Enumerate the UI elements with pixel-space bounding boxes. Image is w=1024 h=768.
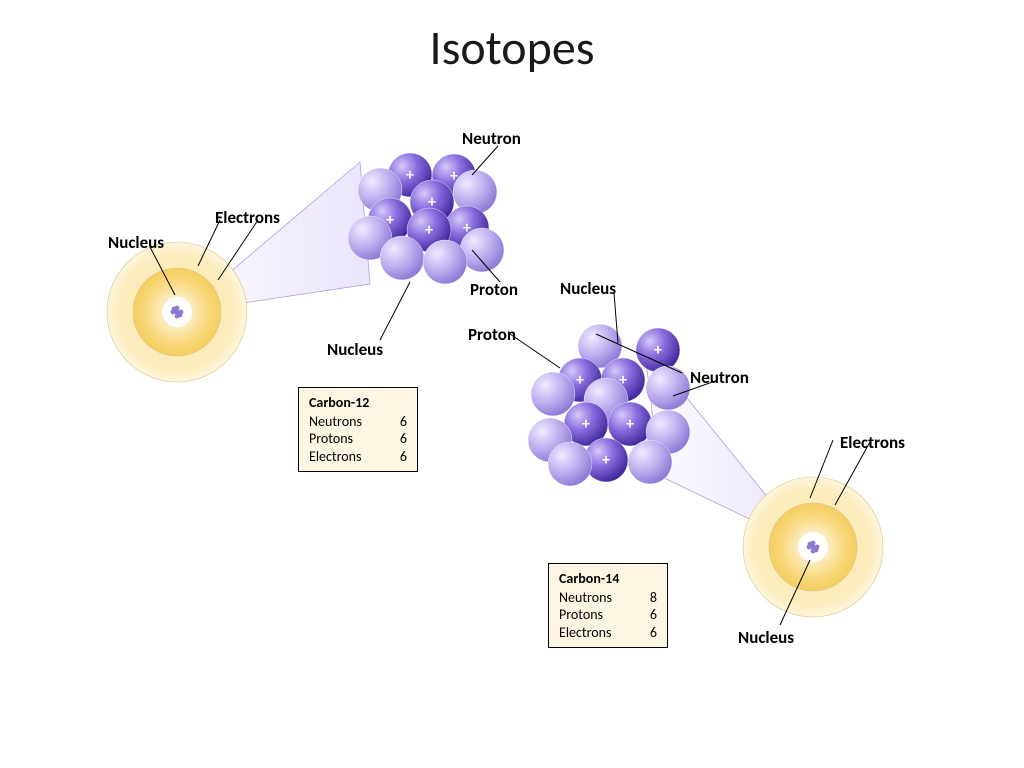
label-nucleus-c12-b: Nucleus <box>327 339 383 360</box>
info-row: Protons 6 <box>309 430 407 448</box>
nucleus-c14: ++++++ <box>528 324 690 486</box>
label-neutron-c12: Neutron <box>462 128 521 149</box>
label-neutron-c14: Neutron <box>690 367 749 388</box>
info-row: Neutrons 6 <box>309 413 407 431</box>
leader-line <box>472 146 498 175</box>
info-box-title: Carbon-12 <box>309 394 407 412</box>
info-row-value: 6 <box>400 430 407 448</box>
atom-c12 <box>107 242 247 382</box>
info-row: Electrons 6 <box>309 448 407 466</box>
info-row-value: 6 <box>400 448 407 466</box>
diagram-svg: ++++++++++++ <box>0 0 1024 768</box>
proton-charge-icon: + <box>406 166 414 185</box>
info-row: Neutrons 8 <box>559 589 657 607</box>
label-nucleus-c12-a: Nucleus <box>108 232 164 253</box>
neutron <box>380 236 424 280</box>
label-nucleus-c14-a: Nucleus <box>560 278 616 299</box>
info-row-value: 6 <box>650 606 657 624</box>
nucleus-c12: ++++++ <box>348 153 504 284</box>
neutron <box>531 372 575 416</box>
neutron <box>423 240 467 284</box>
proton-charge-icon: + <box>654 341 662 360</box>
atom-c14 <box>743 477 883 617</box>
neutron <box>548 442 592 486</box>
info-row-label: Neutrons <box>309 413 362 431</box>
neutron <box>646 366 690 410</box>
proton-charge-icon: + <box>425 221 433 240</box>
info-row-label: Protons <box>309 430 353 448</box>
label-nucleus-c14-b: Nucleus <box>738 627 794 648</box>
info-row-label: Electrons <box>309 448 362 466</box>
info-row: Protons 6 <box>559 606 657 624</box>
proton-charge-icon: + <box>626 415 634 434</box>
info-row-value: 6 <box>400 413 407 431</box>
info-row-value: 6 <box>650 624 657 642</box>
proton-charge-icon: + <box>576 371 584 390</box>
info-row-label: Neutrons <box>559 589 612 607</box>
info-box-c12: Carbon-12 Neutrons 6 Protons 6 Electrons… <box>298 387 418 472</box>
info-box-c14: Carbon-14 Neutrons 8 Protons 6 Electrons… <box>548 563 668 648</box>
leader-line <box>510 334 560 368</box>
label-proton-c12: Proton <box>470 279 518 300</box>
label-electrons-c12: Electrons <box>215 207 280 228</box>
neutron <box>628 440 672 484</box>
info-box-title: Carbon-14 <box>559 570 657 588</box>
label-proton-c14: Proton <box>468 324 516 345</box>
proton-charge-icon: + <box>582 415 590 434</box>
info-row-value: 8 <box>650 589 657 607</box>
info-row: Electrons 6 <box>559 624 657 642</box>
leader-line <box>380 282 410 340</box>
info-row-label: Protons <box>559 606 603 624</box>
label-electrons-c14: Electrons <box>840 432 905 453</box>
proton-charge-icon: + <box>602 451 610 470</box>
info-row-label: Electrons <box>559 624 612 642</box>
diagram-canvas: Isotopes <box>0 0 1024 768</box>
